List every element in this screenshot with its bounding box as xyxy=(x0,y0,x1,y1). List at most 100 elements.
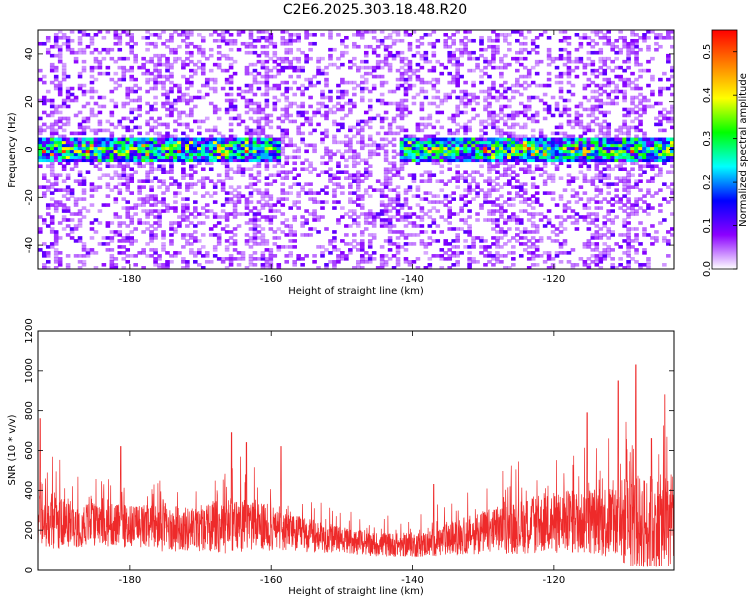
spectrogram-cell xyxy=(216,242,222,246)
spectrogram-cell xyxy=(252,164,258,169)
spectrogram-cell xyxy=(455,47,460,52)
spectrogram-cell xyxy=(137,185,142,189)
spectrogram-cell xyxy=(582,149,588,154)
spectrogram-cell xyxy=(503,266,508,269)
spectrogram-cell xyxy=(256,161,262,166)
spectrogram-cell xyxy=(49,53,55,58)
spectrogram-cell xyxy=(630,146,635,151)
spectrogram-cell xyxy=(129,242,135,246)
spectrogram-cell xyxy=(606,251,612,255)
spectrogram-cell xyxy=(526,212,532,216)
spectrogram-cell xyxy=(117,182,123,186)
spectrogram-cell xyxy=(626,176,631,180)
spectrogram-cell xyxy=(391,89,397,94)
spectrogram-cell xyxy=(495,182,500,186)
spectrogram-cell xyxy=(332,260,337,264)
spectrogram-cell xyxy=(495,113,500,118)
spectrogram-cell xyxy=(125,92,131,97)
spectrogram-cell xyxy=(45,146,51,151)
spectrogram-cell xyxy=(93,188,99,192)
spectrogram-cell xyxy=(419,152,425,157)
spectrogram-cell xyxy=(407,77,413,82)
spectrogram-cell xyxy=(268,149,274,154)
spectrogram-cell xyxy=(483,200,488,204)
spectrogram-cell xyxy=(145,47,150,52)
spectrogram-cell xyxy=(101,140,107,145)
spectrogram-cell xyxy=(177,116,182,121)
spectrogram-cell xyxy=(562,107,568,112)
spectrogram-cell xyxy=(280,38,286,43)
spectrogram-cell xyxy=(610,152,615,157)
spectrogram-cell xyxy=(276,146,282,151)
spectrogram-cell xyxy=(336,164,341,169)
spectrogram-cell xyxy=(49,137,55,142)
spectrogram-cell xyxy=(622,92,627,97)
spectrogram-cell xyxy=(216,32,222,37)
spectrogram-cell xyxy=(248,89,254,94)
spectrogram-cell xyxy=(296,38,301,43)
spectrogram-cell xyxy=(455,59,460,64)
spectrogram-cell xyxy=(566,56,572,61)
spectrogram-cell xyxy=(113,30,119,34)
spectrogram-cell xyxy=(348,224,353,228)
spectrogram-cell xyxy=(359,194,365,198)
spectrogram-cell xyxy=(403,191,409,195)
spectrogram-cell xyxy=(45,164,51,169)
spectrogram-cell xyxy=(113,143,119,148)
spectrogram-cell xyxy=(606,143,612,148)
spectrogram-cell xyxy=(395,251,401,255)
spectrogram-cell xyxy=(638,86,643,91)
spectrogram-cell xyxy=(538,134,544,139)
spectrogram-cell xyxy=(578,35,584,40)
spectrogram-cell xyxy=(574,152,580,157)
spectrogram-cell xyxy=(415,74,421,79)
spectrogram-cell xyxy=(284,224,290,228)
spectrogram-cell xyxy=(284,155,290,160)
spectrogram-cell xyxy=(363,251,369,255)
spectrogram-cell xyxy=(538,137,544,142)
spectrogram-cell xyxy=(38,230,43,234)
spectrogram-cell xyxy=(252,227,258,231)
spectrogram-cell xyxy=(550,113,556,118)
spectrogram-cell xyxy=(379,188,385,192)
spectrogram-cell xyxy=(125,182,131,186)
spectrogram-cell xyxy=(181,131,186,136)
spectrogram-cell xyxy=(89,68,95,73)
spectrogram-cell xyxy=(113,185,119,189)
spectrogram-cell xyxy=(280,245,286,249)
spectrogram-cell xyxy=(177,113,182,118)
spectrogram-cell xyxy=(181,92,186,97)
spectrogram-cell xyxy=(395,104,401,109)
spectrogram-cell xyxy=(503,113,508,118)
spectrogram-cell xyxy=(383,152,389,157)
spectrogram-cell xyxy=(161,30,166,34)
spectrogram-cell xyxy=(149,146,154,151)
spectrogram-cell xyxy=(53,131,59,136)
spectrogram-cell xyxy=(181,257,186,261)
spectrogram-cell xyxy=(244,152,250,157)
spectrogram-cell xyxy=(395,191,401,195)
spectrogram-cell xyxy=(383,263,389,267)
spectrogram-cell xyxy=(626,197,631,201)
spectrogram-cell xyxy=(463,110,468,115)
spectrogram-cell xyxy=(145,143,150,148)
spectrogram-cell xyxy=(189,59,194,64)
spectrogram-cell xyxy=(507,41,512,46)
spectrogram-cell xyxy=(81,143,87,148)
spectrogram-cell xyxy=(193,62,198,67)
spectrogram-cell xyxy=(638,128,643,133)
spectrogram-cell xyxy=(467,119,472,124)
spectrogram-cell xyxy=(626,134,631,139)
spectrogram-cell xyxy=(272,65,278,70)
spectrogram-cell xyxy=(197,152,202,157)
spectrogram-cell xyxy=(399,74,405,79)
spectrogram-cell xyxy=(427,215,433,219)
spectrogram-cell xyxy=(125,137,131,142)
spectrogram-cell xyxy=(165,77,170,82)
spectrogram-cell xyxy=(479,89,484,94)
spectrogram-cell xyxy=(232,215,238,219)
spectrogram-cell xyxy=(499,143,504,148)
spectrogram-cell xyxy=(534,227,540,231)
spectrogram-cell xyxy=(606,158,612,163)
spectrogram-cell xyxy=(522,125,528,130)
